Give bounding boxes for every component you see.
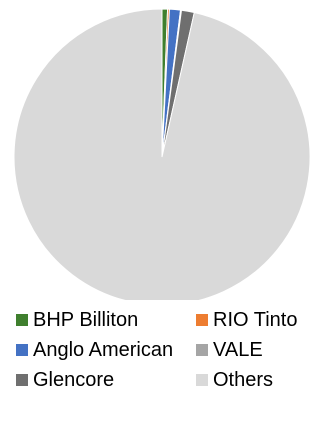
pie-chart (13, 8, 311, 300)
legend-swatch-others (196, 374, 208, 386)
legend-swatch-bhp-billiton (16, 314, 28, 326)
legend-item-rio-tinto: RIO Tinto (196, 306, 297, 334)
legend-item-bhp-billiton: BHP Billiton (16, 306, 138, 334)
legend-swatch-rio-tinto (196, 314, 208, 326)
legend-label-bhp-billiton: BHP Billiton (33, 309, 139, 331)
pie-slice-others (13, 8, 311, 300)
legend-item-vale: VALE (196, 336, 263, 364)
legend-swatch-vale (196, 344, 208, 356)
legend-label-others: Others (213, 369, 274, 391)
legend-item-others: Others (196, 366, 273, 394)
legend-item-anglo-american: Anglo American (16, 336, 173, 364)
legend-label-glencore: Glencore (33, 369, 115, 391)
legend-label-vale: VALE (213, 339, 263, 361)
legend-label-anglo-american: Anglo American (33, 339, 174, 361)
legend: BHP Billiton RIO Tinto Anglo American VA… (0, 306, 331, 423)
legend-label-rio-tinto: RIO Tinto (213, 309, 298, 331)
legend-swatch-glencore (16, 374, 28, 386)
legend-swatch-anglo-american (16, 344, 28, 356)
legend-item-glencore: Glencore (16, 366, 114, 394)
